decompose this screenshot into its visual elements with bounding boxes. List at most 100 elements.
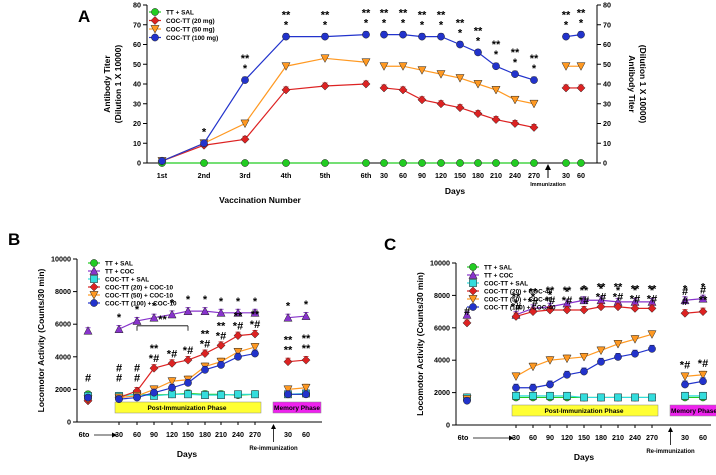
panel-b-y-axis-tick-label: 10000 bbox=[51, 255, 71, 264]
panel-b-memory-label: Memory Phase bbox=[274, 405, 320, 412]
panel-a-xlabel: Vaccination Number bbox=[219, 195, 301, 205]
panel-b-tt-coc-point bbox=[233, 308, 243, 317]
panel-b-coc-tt-20-coc-10-point bbox=[216, 340, 226, 350]
panel-b-y-axis-tick-label: 4000 bbox=[55, 352, 71, 361]
panel-b-significance-top: * bbox=[170, 297, 175, 309]
panel-a-coc-tt-50-mg--point bbox=[561, 62, 571, 71]
panel-c-coc-tt-50-coc-40-point bbox=[647, 330, 657, 339]
panel-a-significance: * bbox=[202, 126, 207, 138]
panel-b-ylabel: Locomotor Activity (Counts/30 min) bbox=[36, 268, 46, 412]
panel-c-significance-mid: ** bbox=[546, 285, 555, 297]
panel-b-legend-marker bbox=[89, 266, 99, 275]
panel-a-significance: ** bbox=[321, 10, 330, 22]
panel-c-coc-tt-20-coc-40-point bbox=[579, 305, 589, 315]
panel-a-day-tick-label: 270 bbox=[528, 171, 540, 180]
panel-c-significance-mid: ** bbox=[648, 283, 657, 295]
panel-b-phase-box bbox=[114, 401, 262, 414]
panel-a-right-axis-tick-label: 0 bbox=[603, 159, 607, 168]
panel-c-significance-mid: *# bbox=[630, 293, 640, 305]
panel-c-phase-box bbox=[511, 404, 659, 417]
panel-a-ylabel-right: Antibody Titer bbox=[627, 55, 637, 113]
panel-b-significance-mid: ** bbox=[302, 343, 311, 355]
panel-b-baseline-label: 6to bbox=[79, 430, 90, 439]
panel-a-significance: * bbox=[382, 18, 387, 30]
panel-c-x-tick-label: 270 bbox=[646, 433, 658, 442]
panel-c-coc-tt-sal-memory-point bbox=[681, 391, 689, 400]
panel-c-coc-tt-sal-point bbox=[614, 393, 622, 402]
panel-a-day-tick-label: 210 bbox=[490, 171, 502, 180]
panel-a-coc-tt-50-mg--line-vaccination bbox=[161, 57, 367, 162]
panel-a-tt-sal-point bbox=[399, 159, 407, 167]
panel-a-significance: * bbox=[243, 63, 248, 75]
panel-c-legend-label: COC-TT + SAL bbox=[484, 280, 528, 287]
panel-a-coc-tt-100-mg--point bbox=[418, 32, 426, 41]
panel-c-baseline-label: 6to bbox=[458, 433, 469, 442]
panel-a-tt-sal-point bbox=[437, 159, 445, 167]
panel-c-coc-tt-100-coc-40-baseline-point bbox=[463, 396, 471, 405]
panel-c-coc-tt-50-coc-40-memory-point bbox=[698, 370, 708, 380]
panel-a-chart: 0 10 20 30 40 50 60 70 80 0 10 20 30 40 50 60 70 80 Antibo… bbox=[102, 1, 648, 206]
panel-b-significance-mid: ** bbox=[150, 343, 159, 355]
panel-a-coc-tt-50-mg--point bbox=[417, 66, 427, 75]
panel-a-right-axis-tick-label: 10 bbox=[603, 139, 611, 148]
panel-b-significance-top: * bbox=[219, 296, 224, 308]
panel-c-significance-top: * bbox=[582, 283, 587, 295]
panel-c-coc-tt-sal-memory-point bbox=[699, 391, 707, 400]
panel-a-x-tick-label: 3rd bbox=[239, 171, 250, 180]
panel-a-coc-tt-20-mg--point bbox=[576, 83, 586, 93]
panel-a-significance: * bbox=[401, 18, 406, 30]
panel-c-coc-tt-50-coc-40-point bbox=[613, 340, 623, 349]
panel-b-legend-label: TT + SAL bbox=[105, 260, 133, 267]
panel-a-legend-label: COC-TT (50 mg) bbox=[166, 26, 215, 33]
panel-c-significance-low: *# bbox=[680, 359, 690, 371]
panel-c-coc-tt-100-coc-40-point bbox=[648, 345, 656, 353]
panel-b-coc-tt-50-coc-10-memory-line bbox=[287, 387, 307, 390]
panel-b-tt-coc-point bbox=[114, 324, 124, 333]
panel-b-coc-tt-50-coc-10-memory-point bbox=[283, 385, 293, 395]
panel-a-x-tick-label: 5th bbox=[320, 171, 331, 180]
panel-c-significance-mid: *# bbox=[613, 292, 623, 304]
panel-a-post-tick-label: 30 bbox=[562, 171, 570, 180]
panel-c-tt-coc-point bbox=[579, 295, 589, 305]
panel-c-significance-top: * bbox=[514, 298, 519, 310]
panel-b-significance-mid: *# bbox=[216, 330, 226, 342]
panel-a-tt-sal-point bbox=[200, 159, 208, 167]
panel-a-right-axis-tick-label: 60 bbox=[603, 40, 611, 49]
panel-b-reimmunization-arrowhead bbox=[271, 424, 276, 429]
panel-b-legend-label: COC-TT (20) + COC-10 bbox=[105, 284, 173, 291]
panel-b-significance-top: * bbox=[286, 301, 291, 313]
panel-a-coc-tt-20-mg--point bbox=[417, 95, 427, 105]
panel-c-significance-mid: ** bbox=[563, 285, 572, 297]
panel-c-baseline-arrowhead bbox=[509, 435, 514, 441]
panel-a-right-axis-tick-label: 30 bbox=[603, 99, 611, 108]
panel-c-coc-tt-sal-point bbox=[648, 393, 656, 402]
panel-a-significance: ** bbox=[241, 53, 250, 65]
panel-c-significance-baseline: # bbox=[464, 306, 470, 318]
panel-c-x-tick-label: 240 bbox=[629, 433, 641, 442]
panel-c-x-tick-label: 90 bbox=[546, 433, 554, 442]
panel-c-significance-mid: # bbox=[700, 285, 706, 297]
panel-a-significance: ** bbox=[562, 10, 571, 22]
panel-c-legend-label: COC-TT (20) + COC-40 bbox=[484, 288, 552, 295]
panel-c-memory-tick-label: 60 bbox=[699, 433, 707, 442]
panel-a-left-axis-tick-label: 60 bbox=[133, 40, 141, 49]
panel-c-significance-top: * bbox=[633, 285, 638, 297]
panel-c-reimmunization-arrowhead bbox=[668, 427, 673, 432]
panel-b-x-tick-label: 210 bbox=[215, 430, 227, 439]
panel-a-right-axis-tick-label: 80 bbox=[603, 1, 611, 10]
panel-b-coc-tt-50-coc-10-point bbox=[250, 343, 260, 352]
panel-b-coc-tt-100-coc-10-memory-point bbox=[284, 390, 292, 399]
panel-b-coc-tt-20-coc-10-point bbox=[233, 331, 243, 341]
panel-a-significance: ** bbox=[456, 18, 465, 30]
panel-a-coc-tt-100-mg--point bbox=[456, 40, 464, 49]
panel-a-tt-sal-point bbox=[282, 159, 290, 167]
panel-c-reimmunization-label: Re-immunization bbox=[646, 449, 695, 455]
panel-a-coc-tt-50-mg--point bbox=[510, 95, 520, 105]
panel-a-significance: * bbox=[476, 35, 481, 47]
panel-b-significance-mid: ** bbox=[217, 320, 226, 332]
panel-a-post-tick-label: 60 bbox=[577, 171, 585, 180]
panel-b-tt-coc-point bbox=[183, 306, 193, 316]
panel-a-x-tick-label: 6th bbox=[361, 171, 372, 180]
panel-a-coc-tt-100-mg--point bbox=[241, 76, 249, 84]
